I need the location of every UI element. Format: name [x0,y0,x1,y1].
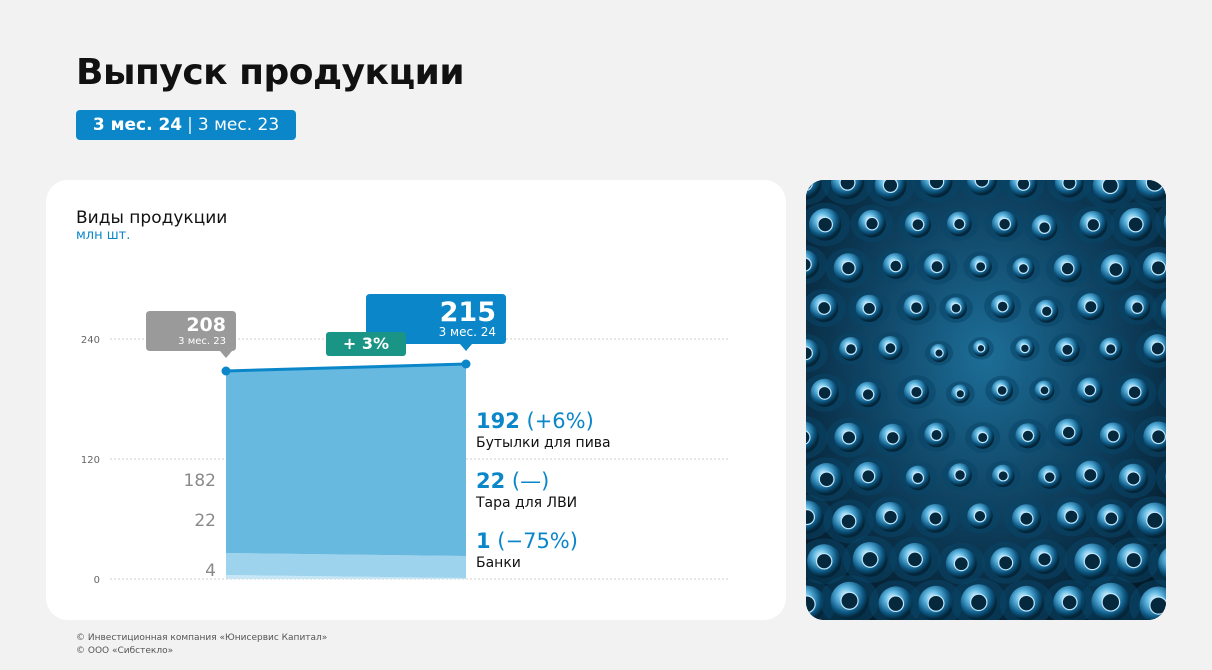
callout-previous-value: 208 [186,314,226,336]
area-0 [226,575,466,579]
y-tick-label-240: 240 [81,335,100,346]
segment-name-2: Бутылки для пива [476,435,611,451]
period-badge: 3 мес. 24 | 3 мес. 23 [76,110,296,140]
y-tick-label-120: 120 [81,455,100,466]
segment-name-0: Банки [476,555,521,571]
chart-card: Виды продукции млн шт. 0 120 240 208 3 мес. … [46,180,786,620]
segment-value-current-0: 1 (−75%) [476,529,578,553]
glass-bottles-photo [806,180,1166,620]
period-separator: | [187,115,193,135]
chart-title: Виды продукции [76,208,228,228]
callout-previous-label: 3 мес. 23 [178,336,226,347]
area-2 [226,364,466,556]
segment-value-current-2: 192 (+6%) [476,409,594,433]
callout-current-value: 215 [440,297,496,328]
callout-previous-box [146,311,236,358]
callout-current-label: 3 мес. 24 [439,325,496,339]
segment-value-current-1: 22 (—) [476,469,549,493]
period-current: 3 мес. 24 [92,115,183,135]
footer: © Инвестиционная компания «Юнисервис Кап… [76,632,327,658]
page-title: Выпуск продукции [76,52,465,93]
period-previous: 3 мес. 23 [197,115,280,135]
area-1 [226,553,466,578]
segment-name-1: Тара для ЛВИ [475,495,577,511]
growth-badge-label: + 3% [343,334,389,353]
total-point-current [461,359,471,369]
footer-copyright-1: © Инвестиционная компания «Юнисервис Кап… [76,633,328,643]
footer-copyright-2: © ООО «Сибстекло» [76,646,174,656]
total-point-previous [221,366,231,376]
segment-value-previous-2: 182 [184,471,216,491]
segment-value-previous-1: 22 [194,511,216,531]
chart-unit: млн шт. [76,228,131,243]
total-line [225,362,467,373]
growth-badge [326,332,406,356]
segment-value-previous-0: 4 [205,561,216,581]
y-tick-label-0: 0 [94,575,100,586]
